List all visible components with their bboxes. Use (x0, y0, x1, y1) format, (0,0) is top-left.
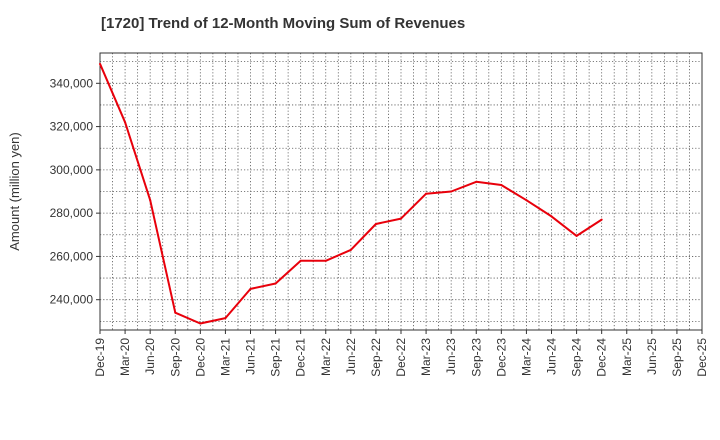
x-tick-label: Jun-22 (344, 338, 358, 375)
data-point (525, 199, 528, 202)
data-point (224, 317, 227, 320)
y-tick-label: 280,000 (50, 206, 94, 220)
y-tick-label: 340,000 (50, 76, 94, 90)
x-tick-label: Mar-21 (218, 338, 232, 376)
data-point (425, 192, 428, 195)
y-tick-label: 260,000 (50, 249, 94, 263)
data-point (500, 184, 503, 187)
x-tick-label: Sep-23 (469, 338, 483, 377)
x-tick-label: Sep-21 (269, 338, 283, 377)
data-point (124, 121, 127, 124)
data-point (174, 311, 177, 314)
y-tick-label: 300,000 (50, 163, 94, 177)
data-point (400, 217, 402, 220)
x-tick-label: Mar-22 (319, 338, 333, 376)
data-point (324, 259, 327, 262)
x-tick-label: Sep-20 (168, 338, 182, 377)
data-point (475, 180, 478, 183)
x-tick-label: Jun-24 (545, 338, 559, 375)
data-point (349, 248, 352, 251)
data-point (199, 322, 202, 325)
x-tick-label: Sep-24 (570, 338, 584, 377)
x-tick-label: Jun-20 (143, 338, 157, 375)
x-tick-label: Dec-20 (193, 338, 207, 377)
x-tick-label: Dec-21 (294, 338, 308, 377)
data-point (249, 287, 252, 290)
x-tick-label: Mar-23 (419, 338, 433, 376)
x-tick-label: Dec-25 (695, 338, 709, 377)
data-point (450, 190, 453, 193)
x-tick-label: Mar-25 (620, 338, 634, 376)
x-tick-label: Jun-21 (244, 338, 258, 375)
data-point (600, 218, 603, 221)
x-tick-label: Dec-19 (93, 338, 107, 377)
x-tick-label: Jun-23 (444, 338, 458, 375)
y-tick-label: 240,000 (50, 293, 94, 307)
x-tick-label: Sep-22 (369, 338, 383, 377)
data-point (149, 199, 152, 202)
data-point (274, 282, 277, 285)
x-tick-label: Dec-22 (394, 338, 408, 377)
x-tick-label: Mar-24 (519, 338, 533, 376)
x-tick-label: Jun-25 (645, 338, 659, 375)
y-tick-label: 320,000 (50, 120, 94, 134)
data-point (299, 259, 302, 262)
x-tick-label: Mar-20 (118, 338, 132, 376)
x-tick-label: Sep-25 (670, 338, 684, 377)
data-point (575, 234, 578, 237)
chart-title: [1720] Trend of 12-Month Moving Sum of R… (101, 15, 466, 32)
x-tick-label: Dec-24 (595, 338, 609, 377)
data-point (99, 62, 101, 65)
data-point (550, 215, 553, 218)
x-tick-label: Dec-23 (494, 338, 508, 377)
y-axis-label: Amount (million yen) (7, 132, 22, 251)
data-point (374, 222, 377, 225)
